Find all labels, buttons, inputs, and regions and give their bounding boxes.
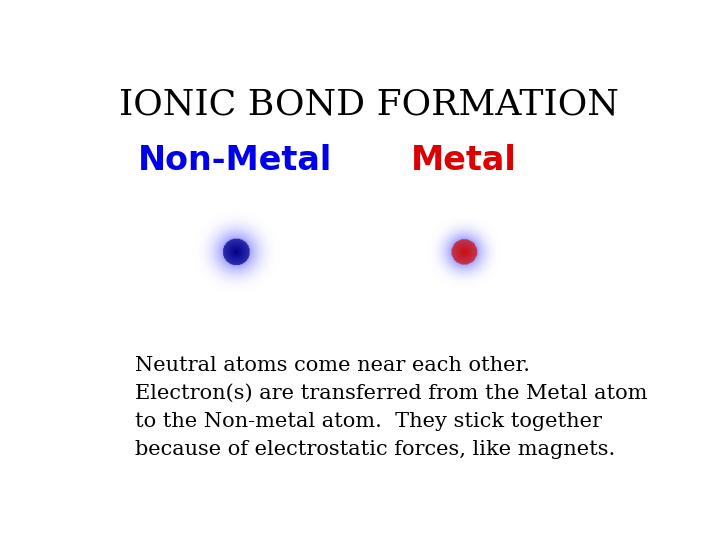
Text: IONIC BOND FORMATION: IONIC BOND FORMATION [119, 87, 619, 122]
Text: Non-Metal: Non-Metal [138, 144, 332, 177]
Text: Neutral atoms come near each other.
Electron(s) are transferred from the Metal a: Neutral atoms come near each other. Elec… [135, 356, 647, 459]
Text: Metal: Metal [411, 144, 517, 177]
